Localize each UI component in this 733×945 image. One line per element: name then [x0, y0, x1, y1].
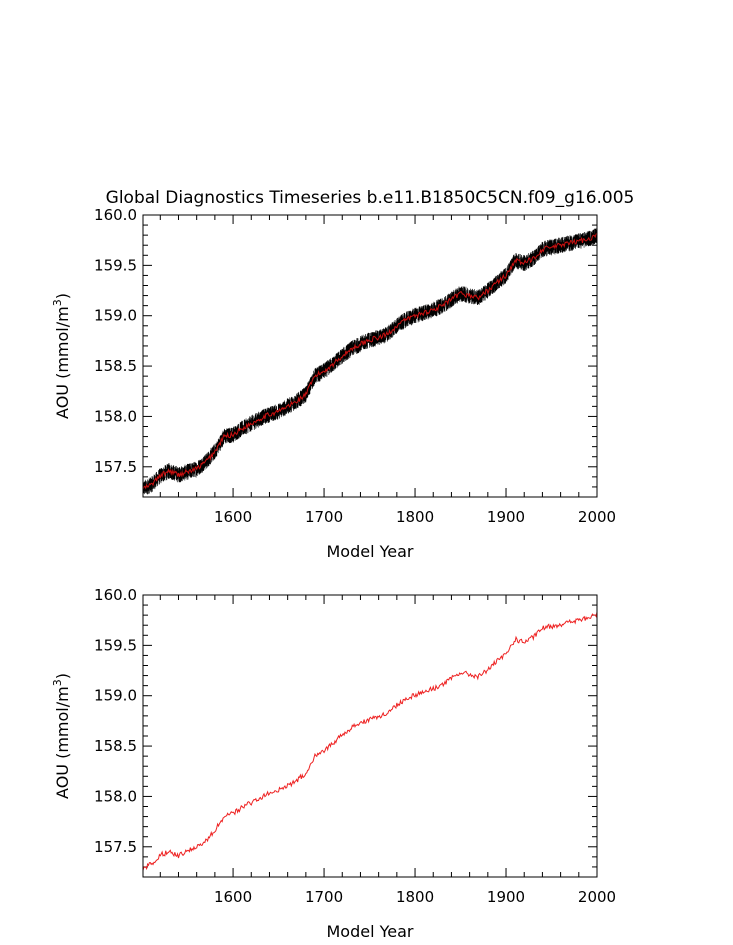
monthly-series-line — [143, 228, 597, 495]
bottom-y-axis-label: AOU (mmol/m3) — [51, 673, 72, 799]
annual-series-line — [143, 232, 597, 490]
x-tick-label: 1900 — [487, 888, 525, 906]
top-x-axis-label: Model Year — [327, 542, 414, 561]
y-tick-label: 160.0 — [94, 206, 137, 224]
chart-title: Global Diagnostics Timeseries b.e11.B185… — [106, 188, 635, 208]
bottom-plot-frame — [142, 594, 598, 878]
y-tick-label: 159.0 — [94, 687, 137, 705]
y-tick-label: 157.5 — [94, 458, 137, 476]
y-tick-label: 159.0 — [94, 307, 137, 325]
top-chart-panel: Global Diagnostics Timeseries b.e11.B185… — [51, 188, 634, 561]
top-y-axis-label: AOU (mmol/m3) — [51, 293, 72, 419]
x-tick-label: 1800 — [396, 508, 434, 526]
y-tick-label: 158.0 — [94, 407, 137, 425]
y-tick-label: 160.0 — [94, 586, 137, 604]
x-tick-label: 1700 — [305, 888, 343, 906]
y-tick-label: 159.5 — [94, 636, 137, 654]
top-plot-area — [143, 228, 597, 495]
y-tick-label: 159.5 — [94, 256, 137, 274]
y-tick-label: 157.5 — [94, 838, 137, 856]
top-plot-frame — [142, 214, 598, 498]
x-tick-label: 1600 — [214, 508, 252, 526]
annual-series-line — [143, 611, 597, 871]
bottom-plot-area — [143, 611, 597, 871]
bottom-tick-labels: 1600 1700 1800 1900 2000 157.5 158.0 158.5 159.0… — [94, 586, 616, 906]
bottom-axis-ticks — [143, 594, 598, 878]
x-tick-label: 1700 — [305, 508, 343, 526]
y-tick-label: 158.5 — [94, 737, 137, 755]
y-tick-label: 158.0 — [94, 787, 137, 805]
bottom-chart-panel: 1600 1700 1800 1900 2000 157.5 158.0 158.5 159.0… — [51, 586, 616, 941]
y-tick-label: 158.5 — [94, 357, 137, 375]
x-tick-label: 1800 — [396, 888, 434, 906]
x-tick-label: 2000 — [578, 508, 616, 526]
x-tick-label: 2000 — [578, 888, 616, 906]
bottom-x-axis-label: Model Year — [327, 922, 414, 941]
top-tick-labels: 1600 1700 1800 1900 2000 157.5 158.0 158.5 159.0… — [94, 206, 616, 526]
x-tick-label: 1600 — [214, 888, 252, 906]
x-tick-label: 1900 — [487, 508, 525, 526]
